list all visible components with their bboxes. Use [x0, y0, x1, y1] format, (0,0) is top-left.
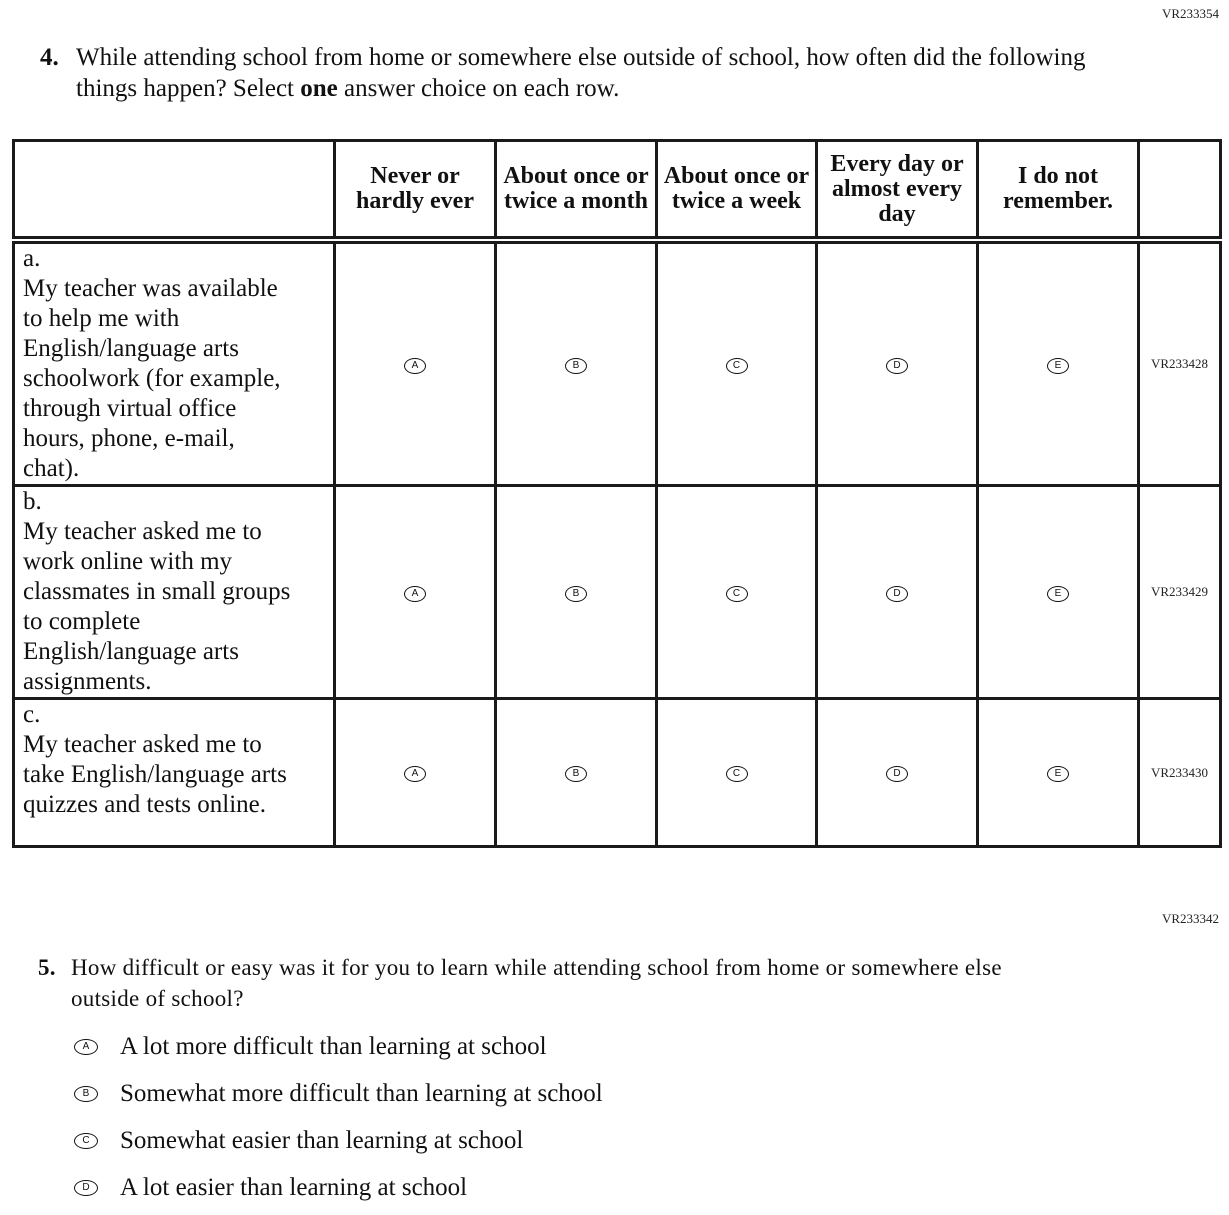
- option-text: A lot more difficult than learning at sc…: [120, 1033, 547, 1060]
- answer-bubble-a[interactable]: A: [404, 585, 426, 602]
- question-text: While attending school from home or some…: [76, 42, 1120, 104]
- row-letter: b.: [23, 488, 42, 515]
- table-row: c. My teacher asked me to take English/la…: [12, 697, 1222, 848]
- column-header: About once or twice a month: [494, 139, 658, 244]
- answer-cell[interactable]: C: [655, 484, 818, 700]
- row-letter: a.: [23, 245, 41, 272]
- answer-bubble-c[interactable]: C: [725, 585, 748, 602]
- answer-bubble-a[interactable]: A: [404, 766, 426, 782]
- answer-bubble-b[interactable]: B: [74, 1086, 98, 1102]
- question-code: VR233342: [1161, 911, 1219, 926]
- answer-bubble-d[interactable]: D: [886, 585, 908, 602]
- answer-bubble-d[interactable]: D: [74, 1180, 98, 1196]
- option-text: Somewhat more difficult than learning at…: [120, 1080, 603, 1107]
- row-label: b. My teacher asked me to work online wit…: [12, 484, 336, 700]
- emphasis: one: [300, 75, 338, 102]
- answer-cell[interactable]: E: [976, 238, 1140, 487]
- row-code: VR233429: [1137, 484, 1222, 700]
- answer-option[interactable]: D A lot easier than learning at school: [74, 1174, 467, 1202]
- question-number: 4.: [40, 44, 59, 71]
- answer-option[interactable]: A A lot more difficult than learning at s…: [74, 1033, 547, 1061]
- answer-cell[interactable]: D: [815, 238, 979, 487]
- question-5-prompt: 5. How difficult or easy was it for you …: [38, 952, 1058, 1014]
- answer-cell[interactable]: D: [815, 484, 979, 700]
- answer-cell[interactable]: D: [815, 697, 979, 848]
- option-text: A lot easier than learning at school: [120, 1174, 468, 1201]
- question-4-prompt: 4. While attending school from home or s…: [40, 42, 1120, 104]
- answer-option[interactable]: C Somewhat easier than learning at school: [74, 1127, 523, 1155]
- row-label: a. My teacher was available to help me wi…: [12, 238, 336, 487]
- answer-cell[interactable]: B: [494, 697, 658, 848]
- row-letter: c.: [23, 701, 41, 728]
- answer-cell[interactable]: A: [333, 484, 497, 700]
- table-row: a. My teacher was available to help me wi…: [12, 238, 1222, 487]
- column-header: Never or hardly ever: [333, 139, 497, 244]
- answer-bubble-b[interactable]: B: [565, 585, 587, 602]
- answer-bubble-a[interactable]: A: [404, 357, 426, 374]
- answer-cell[interactable]: A: [333, 697, 497, 848]
- answer-option[interactable]: B Somewhat more difficult than learning a…: [74, 1080, 603, 1108]
- row-label: c. My teacher asked me to take English/la…: [12, 697, 336, 848]
- answer-bubble-e[interactable]: E: [1047, 766, 1069, 782]
- question-number: 5.: [38, 955, 56, 980]
- answer-cell[interactable]: B: [494, 238, 658, 487]
- answer-cell[interactable]: C: [655, 697, 818, 848]
- answer-bubble-c[interactable]: C: [74, 1133, 98, 1149]
- answer-bubble-d[interactable]: D: [886, 766, 908, 782]
- row-code: VR233430: [1137, 697, 1222, 848]
- empty-header: [1137, 139, 1222, 244]
- answer-bubble-c[interactable]: C: [725, 766, 748, 782]
- question-code: VR233354: [1161, 6, 1219, 21]
- answer-bubble-c[interactable]: C: [725, 357, 748, 374]
- row-text: My teacher asked me to work online with …: [23, 518, 291, 695]
- row-text: My teacher asked me to take English/lang…: [23, 731, 287, 818]
- answer-bubble-b[interactable]: B: [565, 766, 587, 782]
- text: answer choice on each row.: [337, 75, 620, 102]
- column-header: Every day or almost every day: [815, 139, 979, 244]
- column-header: I do not remember.: [976, 139, 1140, 244]
- text: While attending school from home or some…: [76, 44, 1086, 102]
- answer-cell[interactable]: B: [494, 484, 658, 700]
- answer-bubble-e[interactable]: E: [1047, 357, 1069, 374]
- column-header: About once or twice a week: [655, 139, 818, 244]
- table-row: b. My teacher asked me to work online wit…: [12, 484, 1222, 700]
- answer-cell[interactable]: C: [655, 238, 818, 487]
- question-4-grid: Never or hardly ever About once or twice…: [12, 139, 1222, 848]
- row-text: My teacher was available to help me with…: [23, 275, 281, 482]
- empty-header: [12, 139, 336, 244]
- answer-cell[interactable]: A: [333, 238, 497, 487]
- row-code: VR233428: [1137, 238, 1222, 487]
- answer-bubble-d[interactable]: D: [886, 357, 908, 374]
- answer-bubble-a[interactable]: A: [74, 1039, 98, 1055]
- answer-bubble-b[interactable]: B: [565, 357, 587, 374]
- option-text: Somewhat easier than learning at school: [120, 1127, 524, 1154]
- answer-bubble-e[interactable]: E: [1047, 585, 1069, 602]
- answer-cell[interactable]: E: [976, 484, 1140, 700]
- answer-cell[interactable]: E: [976, 697, 1140, 848]
- question-text: How difficult or easy was it for you to …: [71, 955, 1002, 1011]
